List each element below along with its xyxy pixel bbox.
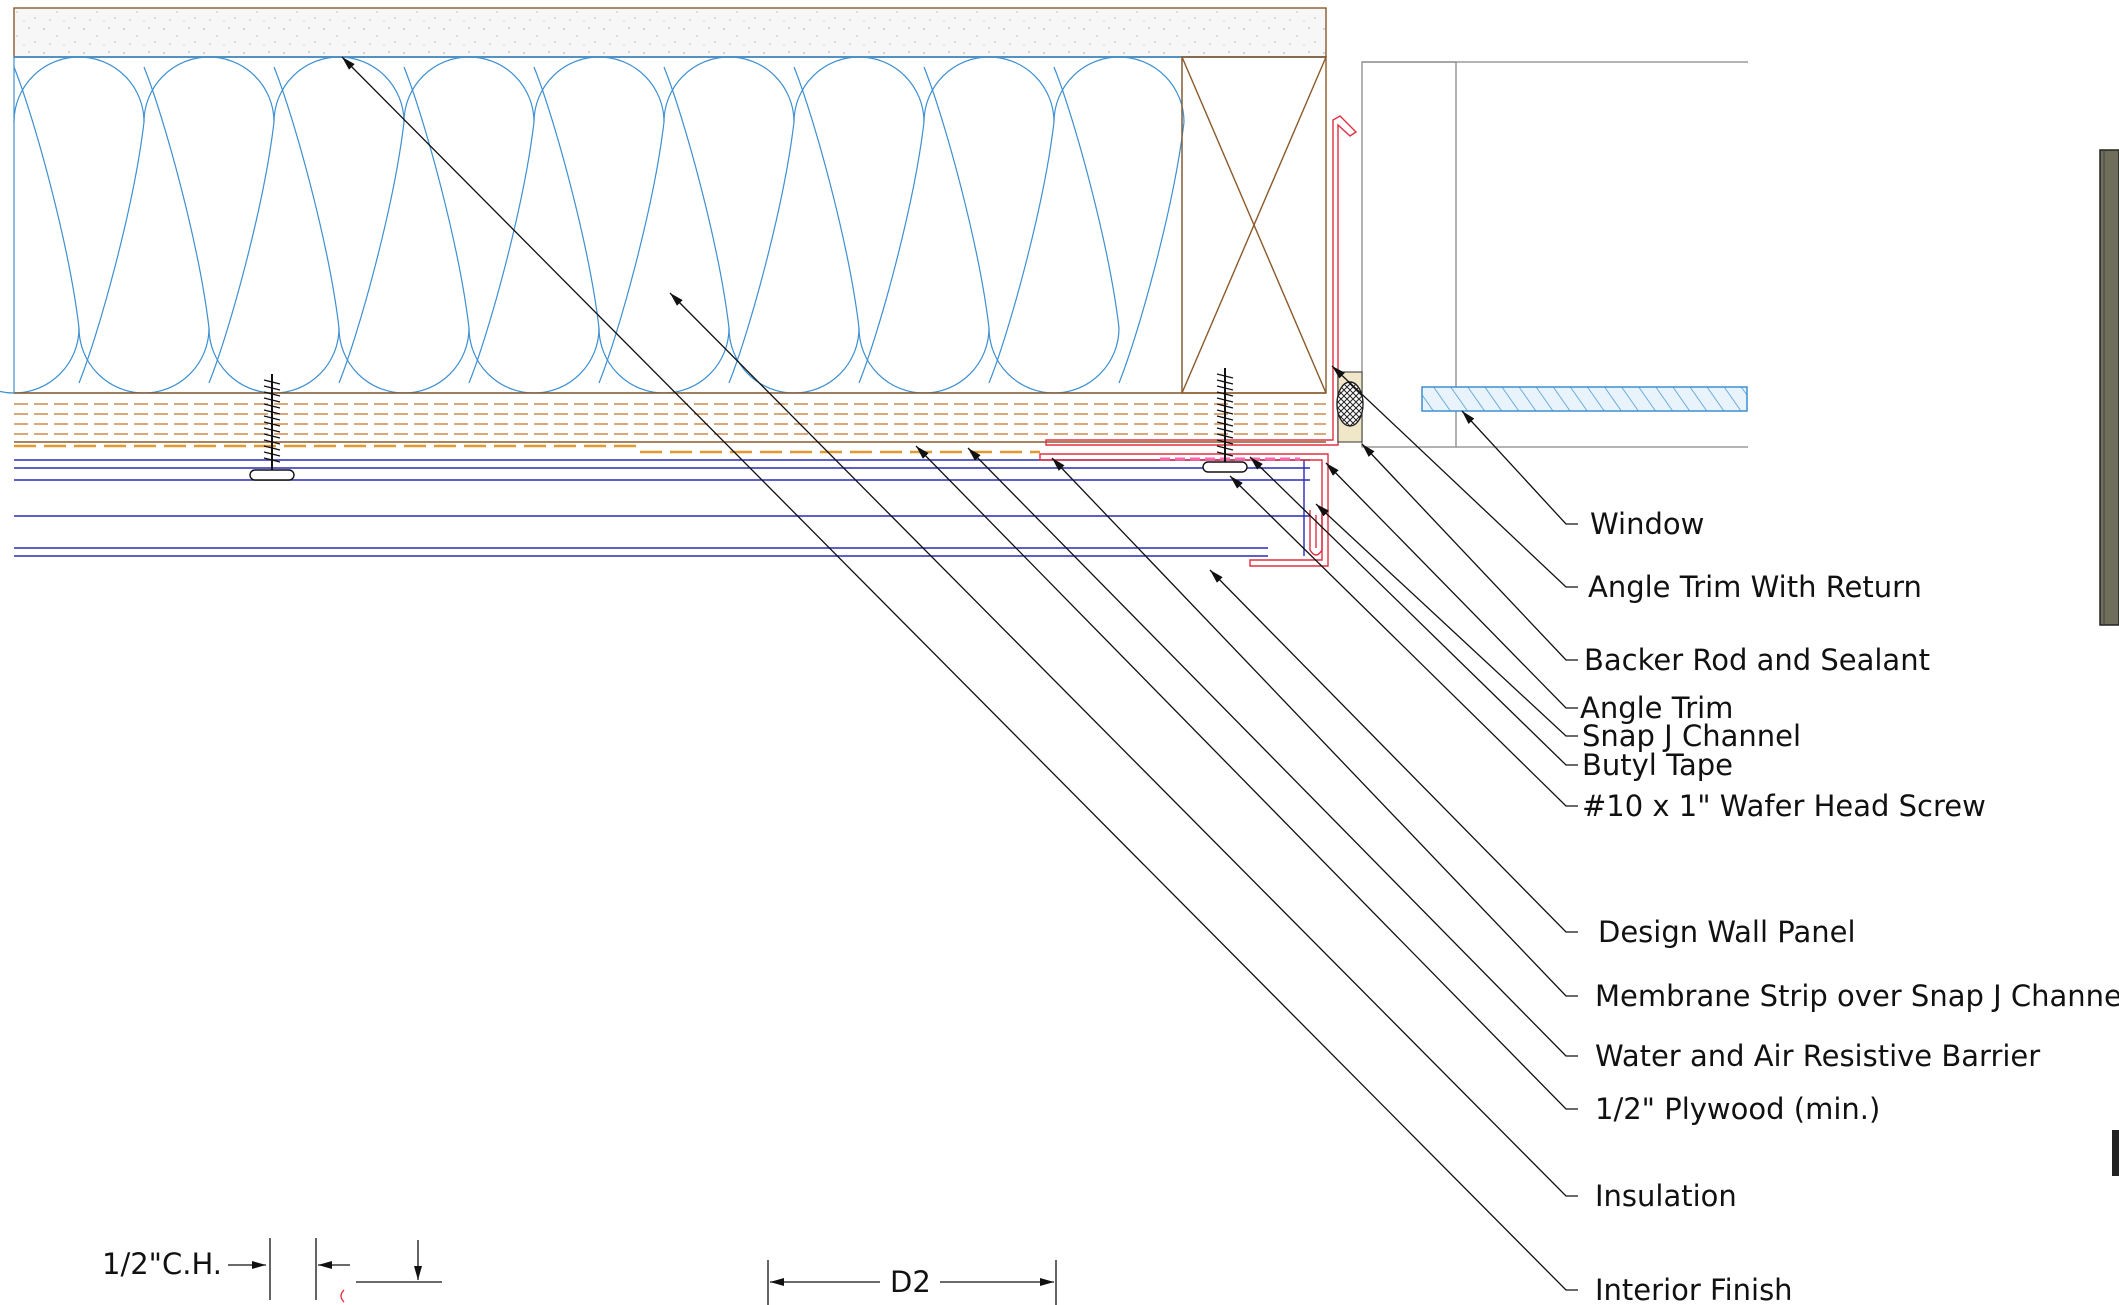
screw-right bbox=[1202, 368, 1248, 473]
leader-barrier bbox=[967, 447, 1578, 1057]
callout-interior: Interior Finish bbox=[1595, 1273, 1793, 1305]
batt-loop-upper bbox=[403, 56, 535, 384]
batt-loop-lower bbox=[468, 66, 600, 394]
angle-trim-with-return bbox=[1045, 115, 1358, 446]
dim-d2-label: D2 bbox=[890, 1265, 931, 1299]
wood-header-framing bbox=[1181, 56, 1327, 394]
callout-backer-rod: Backer Rod and Sealant bbox=[1584, 643, 1930, 677]
screw-thread bbox=[1216, 451, 1234, 457]
screw-thread bbox=[1216, 409, 1234, 415]
screw-thread bbox=[1216, 415, 1234, 421]
screw-thread bbox=[1216, 385, 1234, 391]
screw-thread bbox=[263, 427, 281, 433]
batt-loop-upper bbox=[663, 56, 795, 384]
screw-thread bbox=[1216, 427, 1234, 433]
dimension-ch: 1/2"C.H. bbox=[102, 1238, 442, 1303]
screw-thread bbox=[1216, 445, 1234, 451]
screw-thread bbox=[263, 403, 281, 409]
leader-butyl bbox=[1249, 456, 1578, 766]
leader-window bbox=[1461, 410, 1578, 525]
batt-loop-lower bbox=[338, 66, 470, 394]
screw-thread bbox=[1216, 433, 1234, 439]
callout-snap-j: Snap J Channel bbox=[1582, 719, 1801, 753]
callout-insulation: Insulation bbox=[1595, 1179, 1737, 1213]
screw-thread bbox=[263, 379, 281, 385]
leader-snap-j bbox=[1315, 503, 1578, 737]
batt-loop-upper bbox=[793, 56, 925, 384]
screw-thread bbox=[1216, 403, 1234, 409]
leader-screw bbox=[1229, 475, 1578, 807]
callout-labels: Window Angle Trim With Return Backer Rod… bbox=[1580, 507, 2119, 1305]
screw-left bbox=[249, 374, 295, 481]
dimension-d2: D2 bbox=[767, 1260, 1057, 1305]
screw-thread bbox=[263, 439, 281, 445]
screw-thread bbox=[263, 391, 281, 397]
screw-thread bbox=[263, 451, 281, 457]
batt-loop-lower bbox=[598, 66, 730, 394]
leader-angle-trim bbox=[1325, 462, 1578, 709]
screw-thread bbox=[1216, 391, 1234, 397]
batt-loop-lower bbox=[78, 66, 210, 394]
leader-lines bbox=[341, 56, 1578, 1291]
screw-head bbox=[249, 469, 295, 481]
screw-thread bbox=[263, 397, 281, 403]
screw-thread bbox=[1216, 439, 1234, 445]
batt-loop-lower bbox=[0, 66, 80, 394]
batt-loop-upper bbox=[273, 56, 405, 384]
callout-panel: Design Wall Panel bbox=[1598, 915, 1856, 949]
batt-loop-lower bbox=[988, 66, 1120, 394]
screw-thread bbox=[263, 415, 281, 421]
batt-loop-upper bbox=[13, 56, 145, 384]
insulation-batt-layer bbox=[0, 56, 1185, 394]
screw-thread bbox=[263, 385, 281, 391]
callout-angle-trim: Angle Trim bbox=[1580, 691, 1733, 725]
leader-panel bbox=[1209, 569, 1578, 933]
screw-head bbox=[1202, 461, 1248, 473]
batt-loop-upper bbox=[923, 56, 1055, 384]
screw-thread bbox=[263, 409, 281, 415]
screw-thread bbox=[1216, 373, 1234, 379]
callout-plywood: 1/2" Plywood (min.) bbox=[1595, 1092, 1880, 1126]
callout-window: Window bbox=[1590, 507, 1704, 541]
screw-thread bbox=[1216, 397, 1234, 403]
batt-loop-upper bbox=[533, 56, 665, 384]
screw-thread bbox=[263, 421, 281, 427]
batt-loop-upper bbox=[143, 56, 275, 384]
screw-thread bbox=[1216, 421, 1234, 427]
leader-interior bbox=[341, 56, 1578, 1291]
leader-insulation bbox=[669, 292, 1578, 1197]
leader-backer-rod bbox=[1361, 443, 1578, 661]
batt-loop-lower bbox=[208, 66, 340, 394]
snap-j-channel-and-angle-trim bbox=[1039, 453, 1329, 567]
window-frame bbox=[1361, 61, 1748, 448]
leader-angle-trim-return bbox=[1331, 365, 1578, 588]
dim-ch-label: 1/2"C.H. bbox=[102, 1247, 222, 1281]
screw-thread bbox=[263, 445, 281, 451]
leader-membrane bbox=[1051, 457, 1578, 997]
callout-membrane: Membrane Strip over Snap J Channel bbox=[1595, 979, 2119, 1013]
batt-loop-lower bbox=[728, 66, 860, 394]
screw-thread bbox=[1216, 379, 1234, 385]
batt-loop-upper bbox=[1053, 56, 1185, 384]
screw-thread bbox=[263, 433, 281, 439]
callout-screw: #10 x 1" Wafer Head Screw bbox=[1582, 789, 1986, 823]
interior-finish-layer bbox=[13, 7, 1327, 58]
leader-plywood bbox=[915, 445, 1578, 1110]
plywood-and-barrier-layers bbox=[14, 392, 1326, 454]
iso-panel-thumbnail bbox=[2099, 149, 2119, 1176]
callout-barrier: Water and Air Resistive Barrier bbox=[1595, 1039, 2040, 1073]
callout-butyl: Butyl Tape bbox=[1582, 748, 1733, 782]
batt-loop-lower bbox=[858, 66, 990, 394]
screw-thread bbox=[263, 457, 281, 463]
callout-angle-trim-return: Angle Trim With Return bbox=[1588, 570, 1922, 604]
design-wall-panel bbox=[14, 459, 1310, 557]
